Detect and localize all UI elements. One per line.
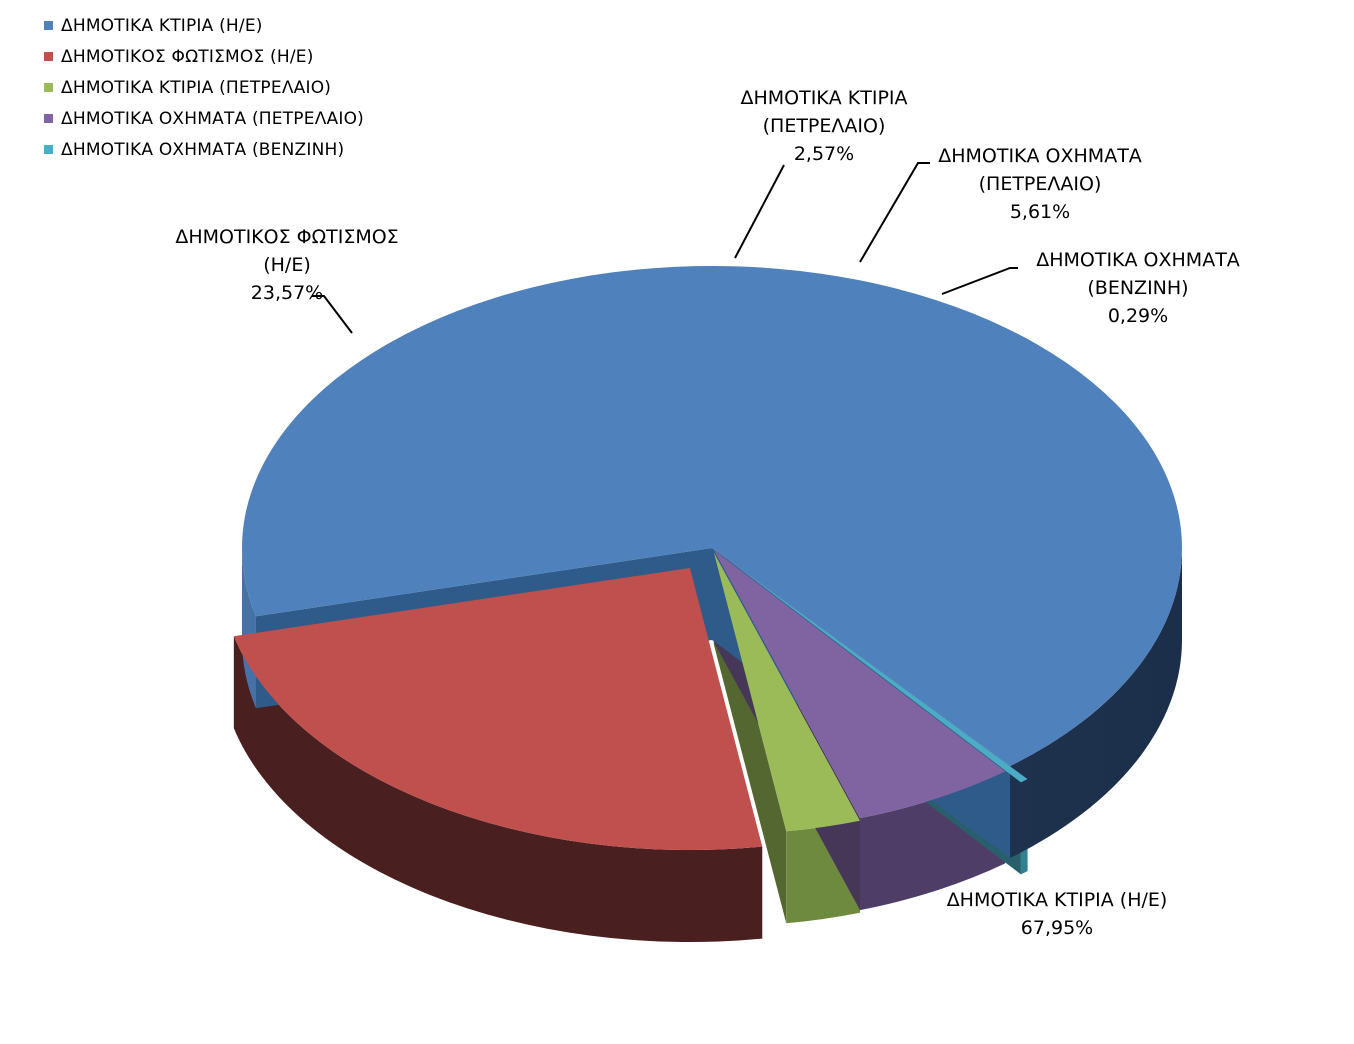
leader-line (312, 295, 353, 334)
slice-data-label: ΔΗΜΟΤΙΚΑ ΚΤΙΡΙΑ (Η/Ε) 67,95% (947, 889, 1168, 939)
slice-label-line: ΔΗΜΟΤΙΚΑ ΟΧΗΜΑΤΑ (1036, 249, 1240, 271)
pie-slice (713, 550, 1006, 819)
legend-label: ΔΗΜΟΤΙΚΑ ΚΤΙΡΙΑ (Η/Ε) (61, 15, 263, 36)
legend-label: ΔΗΜΟΤΙΚΑ ΚΤΙΡΙΑ (ΠΕΤΡΕΛΑΙΟ) (61, 77, 332, 98)
slice-percent-label: 2,57% (794, 143, 854, 165)
pie-slice (233, 567, 763, 850)
slice-label-line: ΔΗΜΟΤΙΚΑ ΚΤΙΡΙΑ (Η/Ε) (947, 889, 1168, 911)
pie-slices (233, 265, 1182, 850)
legend-item: ΔΗΜΟΤΙΚΑ ΚΤΙΡΙΑ (ΠΕΤΡΕΛΑΙΟ) (44, 72, 364, 103)
slice-data-label: ΔΗΜΟΤΙΚΑ ΟΧΗΜΑΤΑ (ΒΕΝΖΙΝΗ) 0,29% (1036, 249, 1240, 327)
slice-outer-wall (1010, 548, 1182, 859)
leader-line (859, 162, 930, 263)
legend-item: ΔΗΜΟΤΙΚΑ ΟΧΗΜΑΤΑ (ΠΕΤΡΕΛΑΙΟ) (44, 103, 364, 134)
slice-label-line: ΔΗΜΟΤΙΚΑ ΚΤΙΡΙΑ (740, 87, 907, 109)
slice-percent-label: 23,57% (251, 282, 323, 304)
legend-label: ΔΗΜΟΤΙΚΑ ΟΧΗΜΑΤΑ (ΠΕΤΡΕΛΑΙΟ) (61, 108, 364, 129)
legend-swatch (44, 21, 53, 30)
legend-item: ΔΗΜΟΤΙΚΟΣ ΦΩΤΙΣΜΟΣ (Η/Ε) (44, 41, 364, 72)
slice-percent-label: 0,29% (1108, 305, 1168, 327)
legend-swatch (44, 145, 53, 154)
leader-line (734, 164, 785, 259)
slice-label-line: ΔΗΜΟΤΙΚΟΣ ΦΩΤΙΣΜΟΣ (175, 226, 398, 248)
pie-slice (713, 552, 860, 832)
pie-slice (242, 265, 1182, 767)
legend-item: ΔΗΜΟΤΙΚΑ ΟΧΗΜΑΤΑ (ΒΕΝΖΙΝΗ) (44, 134, 364, 165)
leader-line (941, 267, 1018, 295)
slice-data-label: ΔΗΜΟΤΙΚΟΣ ΦΩΤΙΣΜΟΣ (Η/Ε) 23,57% (175, 226, 398, 304)
slice-label-line: (ΠΕΤΡΕΛΑΙΟ) (979, 173, 1102, 195)
slice-percent-label: 5,61% (1010, 201, 1070, 223)
legend-label: ΔΗΜΟΤΙΚΟΣ ΦΩΤΙΣΜΟΣ (Η/Ε) (61, 46, 314, 67)
data-labels: ΔΗΜΟΤΙΚΑ ΚΤΙΡΙΑ (Η/Ε) 67,95% ΔΗΜΟΤΙΚΟΣ ΦΩΤ… (175, 87, 1239, 939)
slice-data-label: ΔΗΜΟΤΙΚΑ ΚΤΙΡΙΑ (ΠΕΤΡΕΛΑΙΟ) 2,57% (740, 87, 907, 165)
slice-label-line: (ΒΕΝΖΙΝΗ) (1087, 277, 1188, 299)
legend-item: ΔΗΜΟΤΙΚΑ ΚΤΙΡΙΑ (Η/Ε) (44, 10, 364, 41)
legend-swatch (44, 52, 53, 61)
legend-swatch (44, 83, 53, 92)
slice-outer-wall (233, 636, 763, 942)
legend-swatch (44, 114, 53, 123)
legend: ΔΗΜΟΤΙΚΑ ΚΤΙΡΙΑ (Η/Ε) ΔΗΜΟΤΙΚΟΣ ΦΩΤΙΣΜΟΣ … (44, 10, 364, 165)
pie-slice (729, 561, 1028, 783)
slice-data-label: ΔΗΜΟΤΙΚΑ ΟΧΗΜΑΤΑ (ΠΕΤΡΕΛΑΙΟ) 5,61% (938, 145, 1142, 223)
slice-label-line: (Η/Ε) (263, 254, 311, 276)
slice-label-line: ΔΗΜΟΤΙΚΑ ΟΧΗΜΑΤΑ (938, 145, 1142, 167)
legend-label: ΔΗΜΟΤΙΚΑ ΟΧΗΜΑΤΑ (ΒΕΝΖΙΝΗ) (61, 139, 345, 160)
slice-label-line: (ΠΕΤΡΕΛΑΙΟ) (763, 115, 886, 137)
slice-percent-label: 67,95% (1021, 917, 1093, 939)
leader-lines (312, 162, 1018, 334)
